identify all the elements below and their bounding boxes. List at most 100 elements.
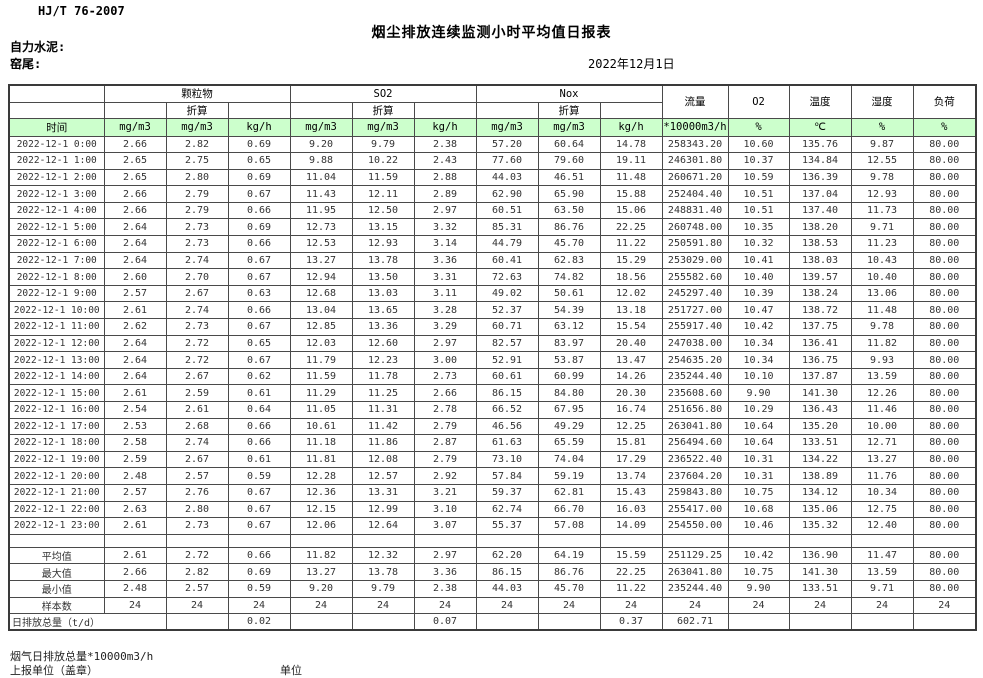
value-cell: 0.67 [227, 483, 291, 502]
unit-pct: % [727, 117, 790, 137]
value-cell: 61.63 [475, 434, 539, 452]
value-cell: 0.64 [227, 401, 291, 419]
value-cell: 11.05 [289, 401, 353, 419]
value-cell: 134.12 [788, 483, 852, 502]
value-cell: 12.68 [289, 284, 353, 303]
value-cell: 2.67 [165, 284, 229, 303]
value-cell: 80.00 [912, 483, 977, 502]
daily-total-value-cell [537, 613, 601, 631]
value-cell: 2.67 [165, 450, 229, 469]
daily-total-value-cell [165, 613, 229, 631]
value-cell: 10.31 [727, 450, 790, 469]
value-cell: 2.78 [413, 401, 477, 419]
spacer-cell [227, 533, 291, 548]
value-cell: 80.00 [912, 351, 977, 369]
hourly-data-row: 2022-12-1 13:00 2.64 2.72 0.67 11.79 12.23 3.0… [8, 351, 977, 369]
summary-value-cell: 2.38 [413, 579, 477, 598]
value-cell: 2.73 [165, 235, 229, 253]
daily-total-row: 日排放总量（t/d） 0.02 0.07 0.37 602.71 [8, 613, 977, 631]
value-cell: 13.36 [351, 318, 415, 336]
value-cell: 2.64 [103, 235, 167, 253]
value-cell: 80.00 [912, 135, 977, 154]
value-cell: 11.48 [599, 168, 663, 187]
summary-value-cell: 2.66 [103, 563, 167, 581]
group-o2: O2 [727, 84, 790, 119]
value-cell: 9.87 [850, 135, 914, 154]
hourly-data-row: 2022-12-1 2:00 2.65 2.80 0.69 11.04 11.59 2.88… [8, 168, 977, 187]
value-cell: 12.50 [351, 201, 415, 220]
time-cell: 2022-12-1 11:00 [8, 318, 105, 336]
value-cell: 57.20 [475, 135, 539, 154]
value-cell: 12.73 [289, 218, 353, 237]
value-cell: 2.76 [165, 483, 229, 502]
value-cell: 2.97 [413, 334, 477, 353]
value-cell: 2.66 [103, 201, 167, 220]
value-cell: 13.31 [351, 483, 415, 502]
value-cell: 80.00 [912, 235, 977, 253]
summary-value-cell: 11.22 [599, 579, 663, 598]
value-cell: 18.56 [599, 268, 663, 286]
value-cell: 247038.00 [661, 334, 729, 353]
summary-value-cell: 62.20 [475, 546, 539, 565]
value-cell: 62.90 [475, 185, 539, 203]
so2-conv-label: 折算 [351, 101, 415, 119]
value-cell: 10.75 [727, 483, 790, 502]
unit-pct: % [912, 117, 977, 137]
time-cell: 2022-12-1 9:00 [8, 284, 105, 303]
value-cell: 60.99 [537, 367, 601, 386]
value-cell: 80.00 [912, 500, 977, 519]
time-cell: 2022-12-1 18:00 [8, 434, 105, 452]
value-cell: 10.68 [727, 500, 790, 519]
value-cell: 136.39 [788, 168, 852, 187]
value-cell: 0.66 [227, 301, 291, 320]
value-cell: 254635.20 [661, 351, 729, 369]
summary-value-cell: 11.47 [850, 546, 914, 565]
value-cell: 2.63 [103, 500, 167, 519]
value-cell: 0.69 [227, 168, 291, 187]
value-cell: 10.40 [727, 268, 790, 286]
group-nox: Nox [475, 84, 663, 103]
value-cell: 2.43 [413, 152, 477, 170]
unit-mgm3: mg/m3 [351, 117, 415, 137]
value-cell: 10.51 [727, 185, 790, 203]
group-load: 负荷 [912, 84, 977, 119]
value-cell: 0.66 [227, 235, 291, 253]
value-cell: 2.87 [413, 434, 477, 452]
unit-kgh: kg/h [599, 117, 663, 137]
hourly-data-row: 2022-12-1 0:00 2.66 2.82 0.69 9.20 9.79 2.38 57… [8, 135, 977, 154]
flue-gas-total-note: 烟气日排放总量*10000m3/h [10, 650, 154, 663]
value-cell: 15.43 [599, 483, 663, 502]
hourly-data-row: 2022-12-1 23:00 2.61 2.73 0.67 12.06 12.64 3.0… [8, 517, 977, 535]
hourly-data-row: 2022-12-1 12:00 2.64 2.72 0.65 12.03 12.60 2.9… [8, 334, 977, 353]
value-cell: 12.40 [850, 517, 914, 535]
value-cell: 11.59 [289, 367, 353, 386]
value-cell: 10.22 [351, 152, 415, 170]
hourly-data-row: 2022-12-1 3:00 2.66 2.79 0.67 11.43 12.11 2.89… [8, 185, 977, 203]
value-cell: 255917.40 [661, 318, 729, 336]
value-cell: 2.70 [165, 268, 229, 286]
value-cell: 0.59 [227, 467, 291, 485]
value-cell: 74.04 [537, 450, 601, 469]
value-cell: 0.67 [227, 517, 291, 535]
value-cell: 2.54 [103, 401, 167, 419]
daily-total-value-cell [475, 613, 539, 631]
summary-value-cell: 2.61 [103, 546, 167, 565]
value-cell: 65.90 [537, 185, 601, 203]
value-cell: 11.42 [351, 417, 415, 436]
summary-value-cell: 86.76 [537, 563, 601, 581]
value-cell: 11.23 [850, 235, 914, 253]
value-cell: 0.67 [227, 351, 291, 369]
value-cell: 135.20 [788, 417, 852, 436]
value-cell: 3.36 [413, 251, 477, 270]
hourly-data-row: 2022-12-1 7:00 2.64 2.74 0.67 13.27 13.78 3.36… [8, 251, 977, 270]
unit-kgh: kg/h [227, 117, 291, 137]
value-cell: 137.75 [788, 318, 852, 336]
value-cell: 13.50 [351, 268, 415, 286]
summary-value-cell: 24 [351, 596, 415, 615]
value-cell: 12.23 [351, 351, 415, 369]
value-cell: 0.65 [227, 334, 291, 353]
value-cell: 15.54 [599, 318, 663, 336]
summary-value-cell: 45.70 [537, 579, 601, 598]
hourly-data-row: 2022-12-1 19:00 2.59 2.67 0.61 11.81 12.08 2.7… [8, 450, 977, 469]
spacer-cell [727, 533, 790, 548]
